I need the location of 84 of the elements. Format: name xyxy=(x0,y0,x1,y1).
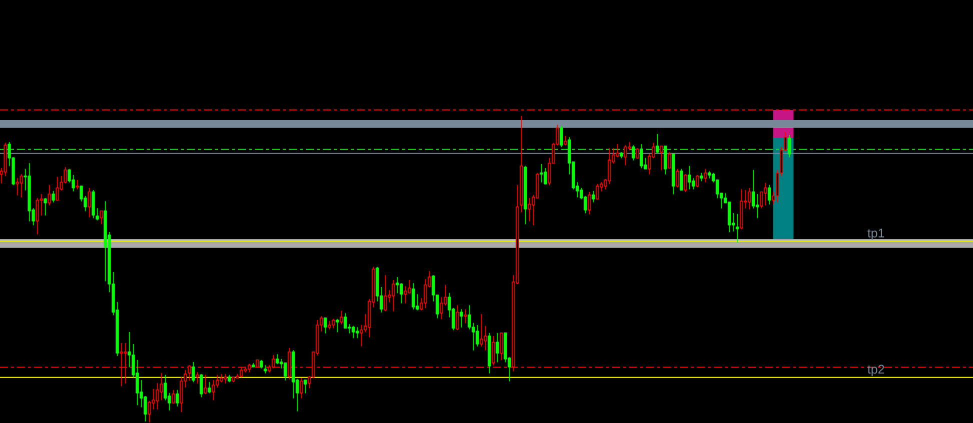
candlestick xyxy=(76,180,79,190)
candlestick xyxy=(356,326,359,338)
candlestick xyxy=(740,188,743,230)
candlestick xyxy=(632,144,635,160)
candlestick xyxy=(224,374,227,384)
candlestick xyxy=(768,184,771,205)
candlestick xyxy=(336,318,339,332)
candlestick xyxy=(540,164,543,182)
candlestick xyxy=(700,172,703,182)
candlestick xyxy=(252,362,255,368)
candlestick xyxy=(640,144,643,168)
candlestick xyxy=(520,116,523,212)
candlestick xyxy=(332,318,335,328)
candlestick xyxy=(560,126,563,148)
candlestick xyxy=(788,134,791,158)
candlestick xyxy=(412,282,415,310)
candlestick xyxy=(276,354,279,364)
candlestick xyxy=(456,304,459,330)
candlestick xyxy=(636,148,639,158)
candlestick xyxy=(328,320,331,330)
candlestick xyxy=(232,376,235,382)
candlestick xyxy=(696,174,699,188)
candlestick xyxy=(680,168,683,190)
candlestick xyxy=(192,362,195,382)
candlestick xyxy=(28,162,31,222)
candlestick xyxy=(96,208,99,220)
candlestick xyxy=(564,135,567,146)
candlestick xyxy=(304,380,307,394)
candlestick xyxy=(480,314,483,347)
candlestick xyxy=(172,389,175,404)
candlestick xyxy=(688,165,691,190)
candlestick xyxy=(324,318,327,334)
candlestick xyxy=(524,165,527,224)
candlestick xyxy=(204,374,207,394)
candlestick xyxy=(264,364,267,374)
candlestick xyxy=(56,176,59,201)
candlestick xyxy=(500,332,503,360)
candlestick xyxy=(676,168,679,188)
candlestick xyxy=(460,308,463,328)
candlestick xyxy=(488,332,491,374)
candlestick xyxy=(664,146,667,175)
candlestick xyxy=(708,170,711,179)
candlestick xyxy=(208,382,211,394)
candlestick xyxy=(544,168,547,184)
candlestick xyxy=(384,274,387,312)
candlestick xyxy=(736,214,739,242)
candlestick xyxy=(52,190,55,202)
candlestick xyxy=(592,190,595,202)
candlestick xyxy=(684,174,687,192)
candlestick xyxy=(340,310,343,324)
candlestick xyxy=(660,146,663,170)
candlestick xyxy=(704,168,707,182)
candlestick xyxy=(464,308,467,324)
candlestick xyxy=(176,389,179,406)
candlestick xyxy=(620,152,623,158)
ref-line-label: tp2 xyxy=(868,364,884,376)
candlestick xyxy=(748,188,751,210)
candlestick xyxy=(36,198,39,235)
candlestick xyxy=(228,374,231,382)
candlestick xyxy=(496,332,499,362)
ref-line-label: tp1 xyxy=(868,228,884,240)
candlestick xyxy=(20,174,23,198)
candlestick xyxy=(668,152,671,168)
candlestick xyxy=(672,154,675,194)
candlestick xyxy=(88,188,91,218)
candlestick xyxy=(624,144,627,166)
candlestick xyxy=(100,210,103,224)
candlestick xyxy=(476,324,479,347)
candlestick xyxy=(656,134,659,154)
candlestick xyxy=(44,198,47,216)
candlestick xyxy=(260,359,263,369)
candlestick xyxy=(196,372,199,384)
candlestick xyxy=(200,374,203,398)
candlestick xyxy=(352,326,355,338)
candlestick xyxy=(48,184,51,206)
candlestick xyxy=(588,191,591,214)
candlestick xyxy=(284,362,287,380)
candlestick xyxy=(16,178,19,196)
candlestick xyxy=(764,182,767,206)
candlestick xyxy=(528,198,531,222)
candlestick xyxy=(392,280,395,312)
candlestick xyxy=(596,184,599,200)
candlestick xyxy=(300,378,303,399)
candlestick xyxy=(92,190,95,218)
